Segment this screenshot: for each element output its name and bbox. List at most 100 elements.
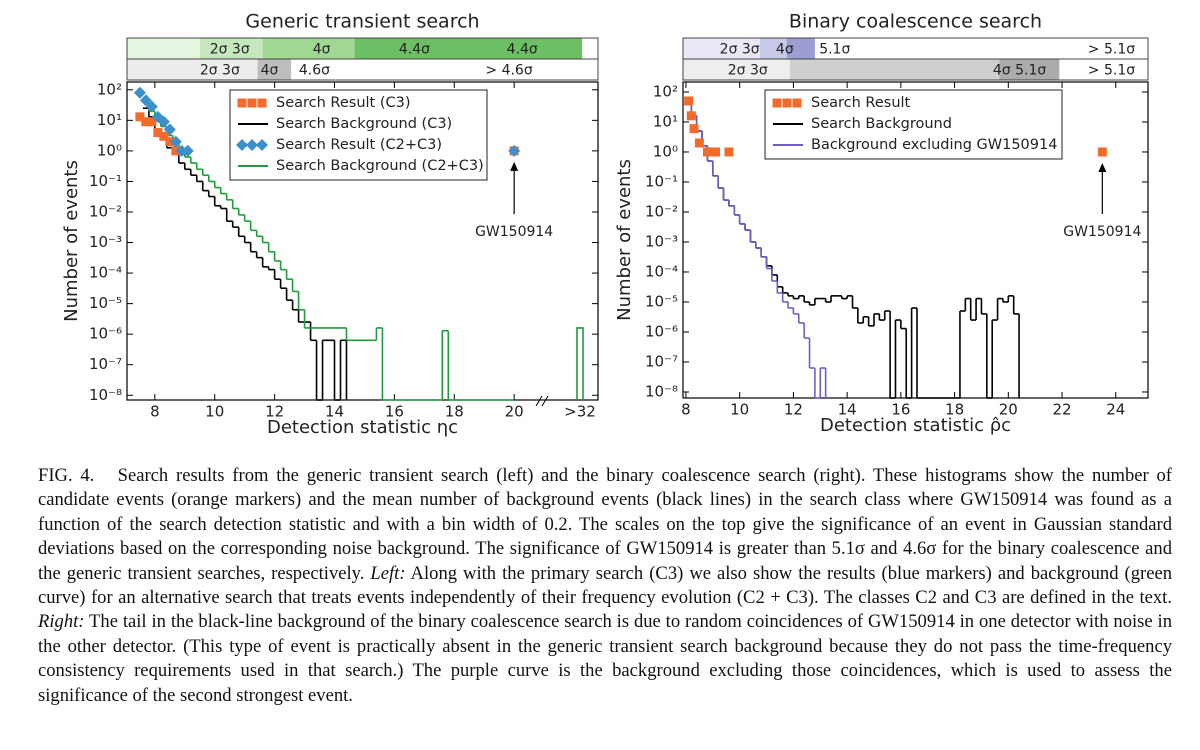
data-marker bbox=[1097, 147, 1107, 157]
y-tick-label: 10⁻⁷ bbox=[89, 355, 122, 373]
caption-label: FIG. 4. bbox=[38, 465, 95, 486]
sigma-band bbox=[759, 38, 787, 59]
sigma-label: 4.4σ bbox=[507, 42, 538, 58]
y-tick-label: 10² bbox=[653, 82, 678, 100]
x-tick-label: 12 bbox=[784, 401, 803, 419]
data-marker bbox=[694, 138, 704, 148]
sigma-band bbox=[199, 38, 263, 59]
legend-marker bbox=[256, 139, 268, 151]
sigma-row-frame bbox=[126, 58, 599, 81]
sigma-label: 2σ 3σ bbox=[720, 42, 760, 58]
legend-label: Search Result (C3) bbox=[276, 95, 411, 111]
data-marker bbox=[508, 144, 521, 157]
chart-title: Generic transient search bbox=[245, 11, 479, 33]
sigma-band bbox=[683, 38, 760, 59]
axis-break bbox=[535, 395, 549, 407]
x-tick-label: 18 bbox=[945, 401, 964, 419]
x-tick-label: 24 bbox=[1106, 401, 1125, 419]
sigma-label: > 4.6σ bbox=[485, 63, 532, 79]
sigma-label: 5.1σ bbox=[819, 42, 850, 58]
arrow-head bbox=[510, 161, 519, 171]
data-marker bbox=[147, 117, 157, 127]
y-axis-label: Number of events bbox=[614, 159, 635, 321]
x-tick-label: 16 bbox=[891, 401, 910, 419]
caption: FIG. 4. Search results from the generic … bbox=[38, 464, 1172, 708]
y-tick-label: 10¹ bbox=[653, 112, 678, 130]
legend-marker bbox=[236, 139, 248, 151]
plot-frame bbox=[682, 81, 1149, 399]
y-tick-label: 10⁻² bbox=[645, 202, 678, 220]
data-marker bbox=[159, 131, 169, 141]
y-tick-label: 10⁻⁶ bbox=[89, 325, 122, 343]
y-tick-label: 10⁻⁷ bbox=[645, 352, 678, 370]
legend-label: Search Background bbox=[811, 116, 952, 132]
data-marker bbox=[711, 147, 721, 157]
data-marker bbox=[133, 86, 146, 99]
sigma-band bbox=[786, 38, 815, 59]
x-tick-label: >32 bbox=[564, 403, 596, 421]
sigma-band bbox=[354, 38, 583, 59]
x-axis-label: Detection statistic ρ̂c bbox=[820, 415, 1011, 436]
x-tick-label: 8 bbox=[150, 403, 160, 421]
legend-marker bbox=[246, 139, 258, 151]
y-tick-label: 10⁻¹ bbox=[89, 172, 122, 190]
y-tick-label: 10⁻¹ bbox=[645, 172, 678, 190]
sigma-band bbox=[262, 38, 355, 59]
legend-marker bbox=[257, 98, 267, 108]
data-marker bbox=[181, 144, 194, 157]
x-tick-label: 16 bbox=[385, 403, 404, 421]
caption-text: Search results from the generic transien… bbox=[38, 465, 1172, 584]
sigma-label: 4σ bbox=[313, 42, 331, 58]
legend-label: Search Result (C2+C3) bbox=[276, 137, 442, 153]
sigma-band bbox=[683, 59, 790, 80]
sigma-label: 4σ bbox=[261, 63, 279, 79]
x-tick-label: 20 bbox=[505, 403, 524, 421]
legend-marker bbox=[792, 98, 802, 108]
data-marker bbox=[157, 115, 170, 128]
x-tick-label: 8 bbox=[681, 401, 691, 419]
x-tick-label: 18 bbox=[445, 403, 464, 421]
sigma-band bbox=[127, 38, 200, 59]
legend-box bbox=[229, 89, 488, 181]
y-tick-label: 10⁻³ bbox=[89, 233, 122, 251]
sigma-label: 4σ bbox=[776, 42, 794, 58]
y-tick-label: 10⁰ bbox=[653, 142, 678, 160]
sigma-label: 4σ 5.1σ bbox=[993, 63, 1046, 79]
y-axis-label: Number of events bbox=[61, 160, 82, 322]
figure: Generic transient search 2σ 3σ 4σ 4.4σ 4.4σ 2… bbox=[61, 11, 1149, 438]
y-tick-label: 10² bbox=[97, 80, 122, 98]
sigma-label: 2σ 3σ bbox=[728, 63, 768, 79]
legend-label: Search Result bbox=[811, 95, 911, 111]
plot-frame bbox=[126, 81, 599, 401]
y-tick-label: 10⁻³ bbox=[645, 232, 678, 250]
data-marker bbox=[145, 100, 158, 113]
sigma-label: 2σ 3σ bbox=[210, 42, 250, 58]
data-marker bbox=[684, 96, 694, 106]
x-tick-label: 14 bbox=[838, 401, 857, 419]
data-marker bbox=[135, 112, 145, 122]
annotation: GW150914 bbox=[475, 224, 553, 240]
caption-text: The tail in the black-line background of… bbox=[38, 611, 1173, 706]
legend-label: Background excluding GW150914 bbox=[811, 137, 1057, 153]
caption-right-label: Right: bbox=[38, 611, 85, 633]
sigma-label: 4.6σ bbox=[299, 63, 330, 79]
legend-label: Search Background (C3) bbox=[276, 116, 452, 132]
caption-left-label: Left: bbox=[370, 562, 406, 584]
y-tick-label: 10⁻⁸ bbox=[645, 382, 678, 400]
y-tick-label: 10¹ bbox=[97, 111, 122, 129]
data-marker bbox=[702, 147, 712, 157]
y-tick-label: 10⁰ bbox=[97, 141, 122, 159]
x-tick-label: 10 bbox=[730, 401, 749, 419]
y-tick-label: 10⁻⁶ bbox=[645, 322, 678, 340]
sigma-band bbox=[127, 59, 258, 80]
y-tick-label: 10⁻⁴ bbox=[89, 264, 122, 282]
y-tick-label: 10⁻⁵ bbox=[645, 292, 678, 310]
x-axis-label: Detection statistic ηc bbox=[267, 417, 458, 438]
sigma-label: 4.4σ bbox=[399, 42, 430, 58]
legend-marker bbox=[782, 98, 792, 108]
chart-title: Binary coalescence search bbox=[789, 11, 1042, 33]
annotation: GW150914 bbox=[1063, 224, 1141, 240]
x-tick-label: 12 bbox=[265, 403, 284, 421]
legend-label: Search Background (C2+C3) bbox=[276, 158, 484, 174]
data-marker bbox=[139, 94, 152, 107]
